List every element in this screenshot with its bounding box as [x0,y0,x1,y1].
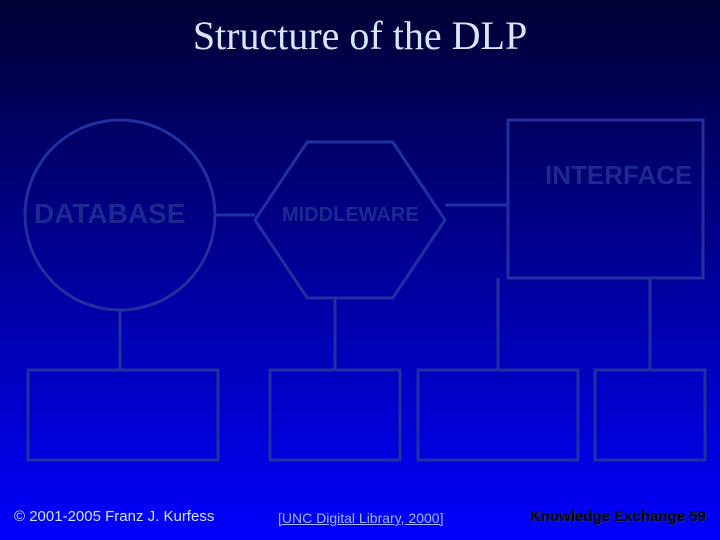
shape-lower-rect-0 [28,370,218,460]
shape-lower-rect-2 [418,370,578,460]
footer-copyright: © 2001-2005 Franz J. Kurfess [14,508,214,525]
shape-lower-rect-1 [270,370,400,460]
label-database: DATABASE [34,198,185,230]
label-interface: INTERFACE [545,160,692,191]
footer-right: Knowledge Exchange 59 [530,508,706,525]
label-middleware: MIDDLEWARE [282,204,419,227]
diagram-svg [0,0,720,540]
footer-citation[interactable]: [UNC Digital Library, 2000] [278,510,443,526]
shape-interface-rect [508,120,703,278]
shape-lower-rect-3 [595,370,705,460]
slide-stage: Structure of the DLP DATABASE MIDDLEWARE… [0,0,720,540]
